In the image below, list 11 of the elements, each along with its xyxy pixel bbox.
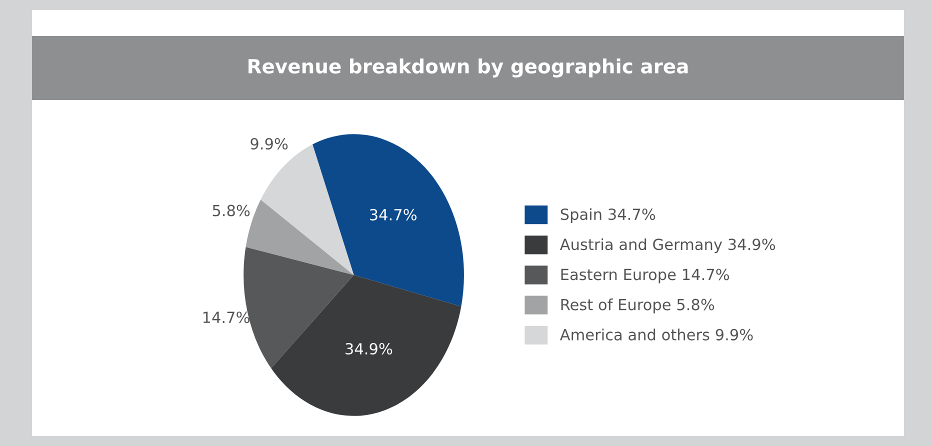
chart-title: Revenue breakdown by geographic area (248, 58, 688, 78)
data-label: 14.7% (203, 312, 250, 324)
legend-label: Spain 34.7% (560, 208, 656, 224)
data-label: 34.7% (370, 208, 417, 220)
legend-label: Rest of Europe 5.8% (561, 298, 714, 314)
data-label: 5.8% (212, 204, 250, 216)
legend-label: America and others 9.9% (560, 328, 753, 340)
legend-label: Austria and Germany 34.9% (560, 238, 776, 254)
legend-label: Eastern Europe 14.7% (561, 268, 730, 284)
data-label: 9.9% (250, 138, 288, 150)
data-label: 34.9% (346, 342, 392, 355)
